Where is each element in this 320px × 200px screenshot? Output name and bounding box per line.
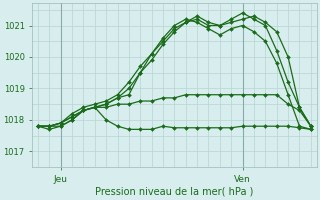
X-axis label: Pression niveau de la mer( hPa ): Pression niveau de la mer( hPa ) bbox=[95, 187, 253, 197]
